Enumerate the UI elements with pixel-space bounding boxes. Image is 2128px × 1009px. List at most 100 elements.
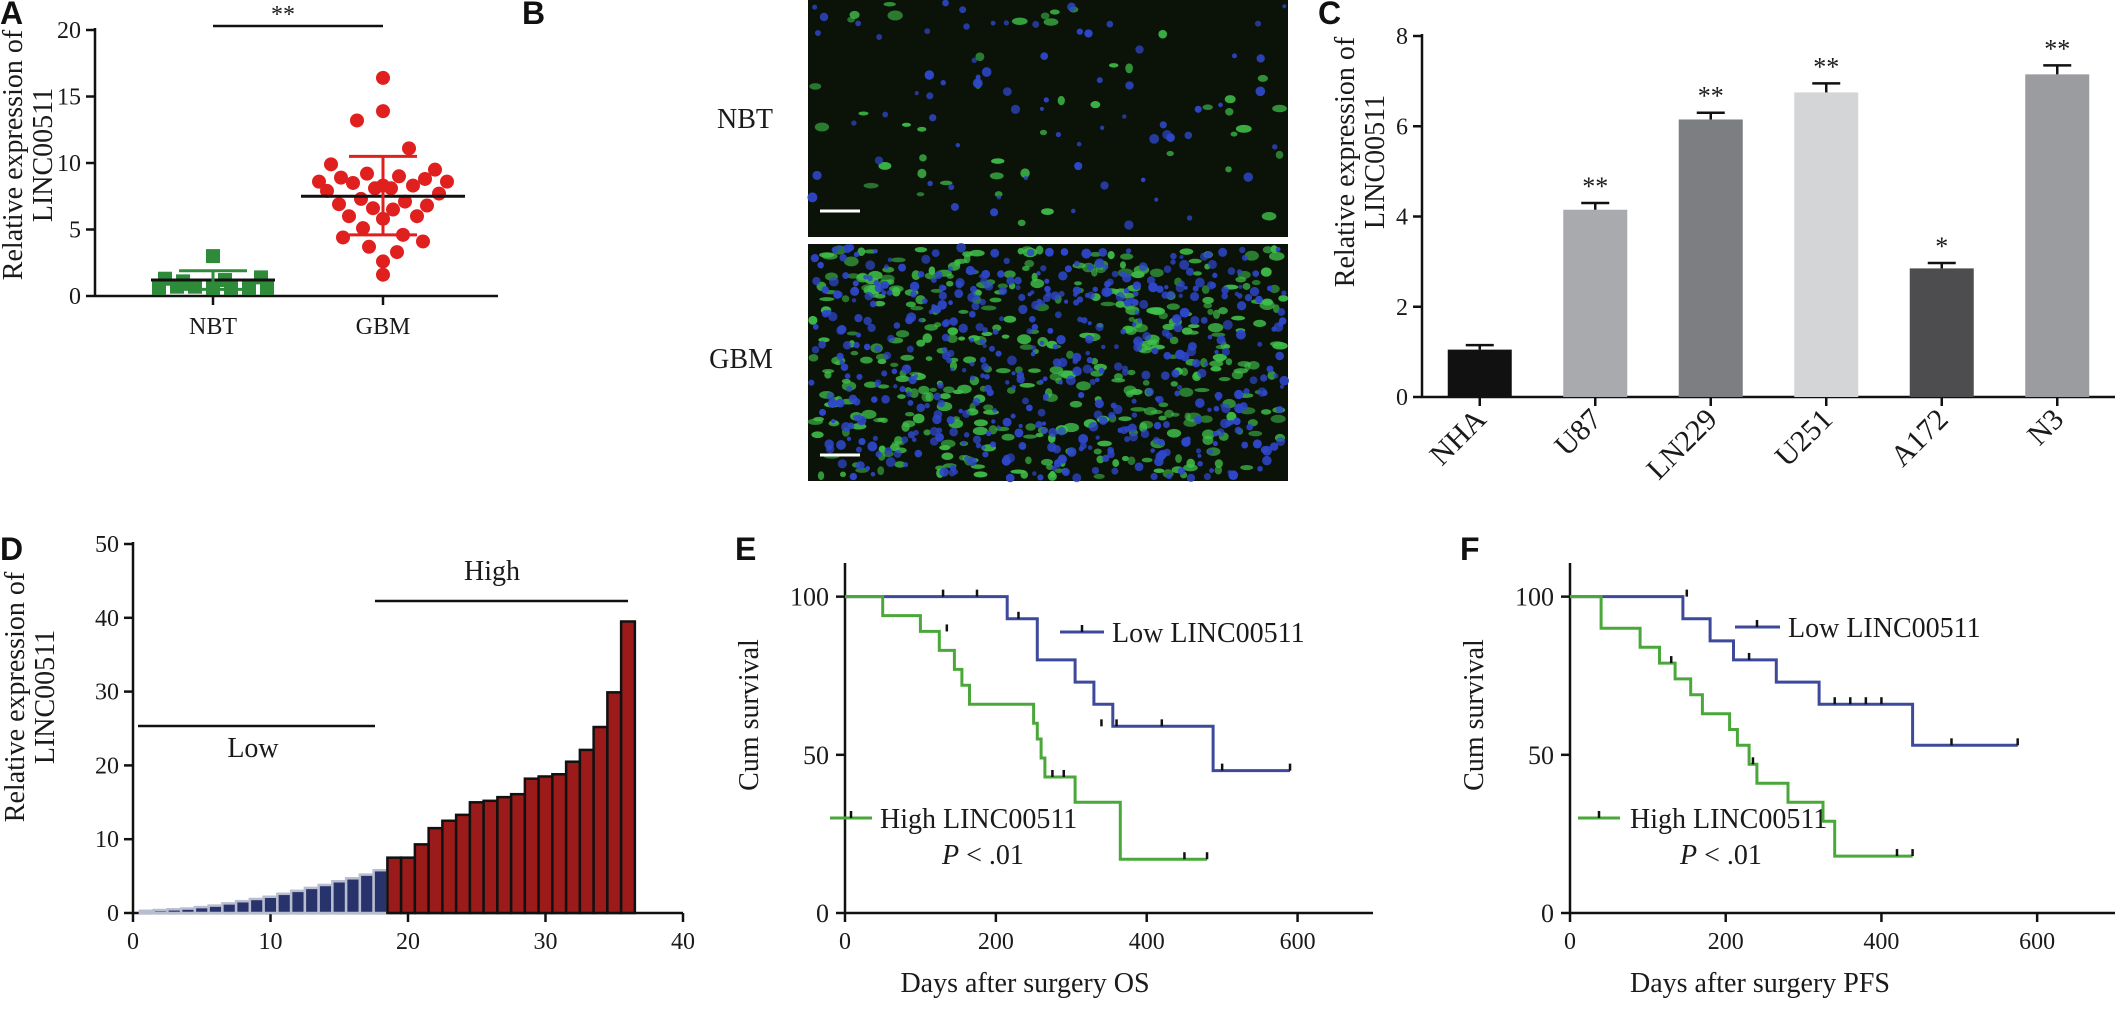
signal-cell xyxy=(973,471,988,478)
bar-low xyxy=(179,907,197,915)
signal-cell xyxy=(1188,324,1200,329)
nucleus xyxy=(1076,28,1083,35)
bar-low xyxy=(372,868,389,915)
nucleus xyxy=(1085,334,1094,344)
nucleus xyxy=(982,327,988,333)
data-point-gbm xyxy=(416,234,430,249)
signal-cell xyxy=(1001,433,1015,441)
nucleus xyxy=(1166,473,1173,480)
nucleus xyxy=(939,467,949,477)
nucleus xyxy=(1061,467,1070,477)
signal-cell xyxy=(939,180,953,186)
nucleus xyxy=(1204,361,1209,367)
signal-cell xyxy=(1203,302,1213,309)
nucleus xyxy=(1163,265,1172,273)
y-tick-label: 40 xyxy=(95,606,119,632)
signal-cell xyxy=(1261,212,1277,221)
nucleus xyxy=(961,367,967,373)
nucleus xyxy=(1002,87,1012,96)
nucleus xyxy=(1194,415,1203,425)
nucleus xyxy=(867,275,873,282)
panel-a-ylabel-line2: LINC00511 xyxy=(28,88,59,222)
nucleus xyxy=(1123,288,1130,294)
nucleus xyxy=(1023,175,1029,181)
nucleus xyxy=(1239,402,1248,411)
nucleus xyxy=(855,446,862,453)
nucleus xyxy=(1032,471,1037,476)
nucleus xyxy=(833,290,842,299)
nucleus xyxy=(1216,335,1226,345)
signal-cell xyxy=(1020,168,1030,178)
nucleus xyxy=(992,328,999,335)
nucleus xyxy=(990,208,999,217)
x-tick-label: 0 xyxy=(1564,929,1576,955)
panel-f-legend-low: Low LINC00511 xyxy=(1788,613,1981,644)
nucleus xyxy=(1073,260,1080,267)
nucleus xyxy=(958,408,964,414)
signal-cell xyxy=(1201,429,1215,440)
nucleus xyxy=(934,270,943,280)
nucleus xyxy=(1092,286,1098,293)
nucleus xyxy=(1122,114,1127,119)
bar-high xyxy=(606,691,623,915)
panel-e-xlabel: Days after surgery OS xyxy=(900,968,1149,999)
signal-cell xyxy=(1090,101,1101,109)
signal-cell xyxy=(1194,387,1210,393)
y-tick-label: 20 xyxy=(95,753,119,779)
nucleus xyxy=(906,345,914,353)
signal-cell xyxy=(860,356,873,364)
signal-cell xyxy=(991,158,1005,164)
nucleus xyxy=(1089,367,1094,373)
nucleus xyxy=(1221,286,1229,294)
nucleus xyxy=(1003,20,1009,26)
nucleus xyxy=(911,437,917,442)
nucleus xyxy=(1189,292,1200,302)
signal-cell xyxy=(1003,270,1016,279)
nucleus xyxy=(893,384,898,389)
nucleus xyxy=(1100,181,1109,190)
signal-cell xyxy=(1049,372,1063,381)
nucleus xyxy=(1174,390,1181,397)
signal-cell xyxy=(916,192,925,197)
nucleus xyxy=(946,357,953,364)
nucleus xyxy=(1179,307,1190,318)
signal-cell xyxy=(973,419,988,427)
nucleus xyxy=(938,284,946,292)
nucleus xyxy=(903,462,909,468)
signal-cell xyxy=(1108,63,1119,68)
nucleus xyxy=(913,373,919,379)
nucleus xyxy=(874,156,884,165)
nucleus xyxy=(1197,368,1207,378)
bar-high xyxy=(482,799,499,915)
nucleus xyxy=(933,392,942,401)
nucleus xyxy=(982,451,989,458)
panel-d: D Relative expression of LINC00511 Low H… xyxy=(0,531,695,955)
signal-cell xyxy=(923,429,931,436)
signal-cell xyxy=(813,416,825,422)
nucleus xyxy=(990,20,996,26)
nucleus xyxy=(1030,290,1035,295)
nucleus xyxy=(821,286,829,294)
nucleus xyxy=(1145,387,1154,397)
nucleus xyxy=(967,457,977,467)
bar-high xyxy=(386,856,403,915)
nucleus xyxy=(946,416,955,425)
nucleus xyxy=(842,340,852,350)
nucleus xyxy=(893,322,901,329)
signal-cell xyxy=(1262,246,1273,254)
nucleus xyxy=(1054,311,1062,319)
signal-cell xyxy=(1214,459,1223,468)
signal-cell xyxy=(901,422,910,432)
y-tick-label: 10 xyxy=(95,827,119,853)
nucleus xyxy=(965,265,975,276)
nucleus xyxy=(1244,294,1253,302)
nucleus xyxy=(824,439,834,449)
nucleus xyxy=(932,414,942,425)
panel-f: F Cum survival Days after surgery PFS Lo… xyxy=(1459,531,2115,999)
nucleus xyxy=(828,311,838,322)
nucleus xyxy=(1266,285,1273,292)
nucleus xyxy=(1085,350,1091,356)
nucleus xyxy=(1106,278,1114,286)
nucleus xyxy=(1214,349,1219,355)
